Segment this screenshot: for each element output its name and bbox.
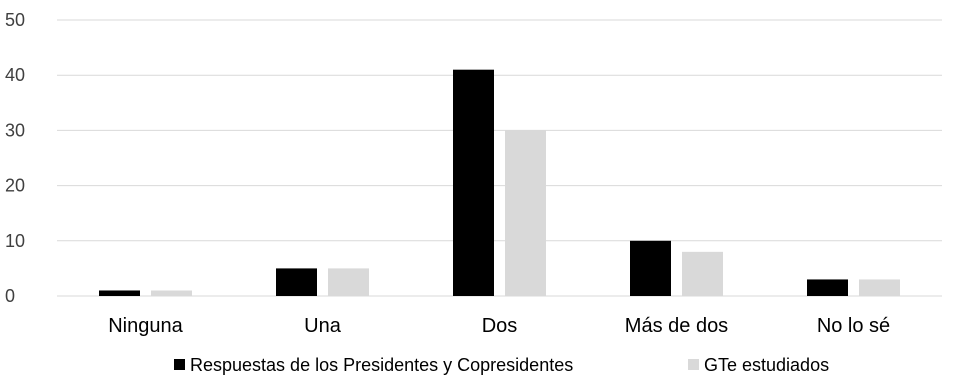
- y-tick-label: 20: [5, 176, 25, 196]
- bar-presidentes-1: [276, 268, 317, 296]
- bar-presidentes-4: [807, 279, 848, 296]
- y-tick-label: 30: [5, 120, 25, 140]
- y-tick-label: 50: [5, 10, 25, 30]
- x-category-label: No lo sé: [817, 315, 890, 337]
- bar-gte-1: [328, 268, 369, 296]
- x-category-label: Una: [304, 315, 342, 337]
- bar-presidentes-0: [99, 290, 140, 296]
- bar-presidentes-2: [453, 69, 494, 297]
- x-category-label: Más de dos: [625, 315, 728, 337]
- y-tick-label: 10: [5, 231, 25, 251]
- bar-gte-3: [682, 251, 723, 296]
- bar-gte-4: [859, 279, 900, 296]
- y-tick-label: 0: [5, 286, 15, 306]
- legend-swatch: [688, 359, 699, 370]
- bars: [99, 69, 900, 297]
- bar-gte-2: [505, 130, 546, 296]
- gridlines: [57, 19, 942, 297]
- legend: Respuestas de los Presidentes y Copresid…: [174, 355, 829, 375]
- legend-swatch: [174, 359, 185, 370]
- x-category-label: Ninguna: [108, 315, 183, 337]
- y-axis-ticks: 0 10 20 30 40 50: [5, 10, 25, 306]
- bar-presidentes-3: [630, 240, 671, 296]
- bar-gte-0: [151, 290, 192, 296]
- legend-item-presidentes: Respuestas de los Presidentes y Copresid…: [190, 355, 573, 375]
- legend-item-gte: GTe estudiados: [704, 355, 829, 375]
- x-category-label: Dos: [482, 315, 518, 337]
- y-tick-label: 40: [5, 65, 25, 85]
- x-axis-labels: Ninguna Una Dos Más de dos No lo sé: [108, 315, 890, 337]
